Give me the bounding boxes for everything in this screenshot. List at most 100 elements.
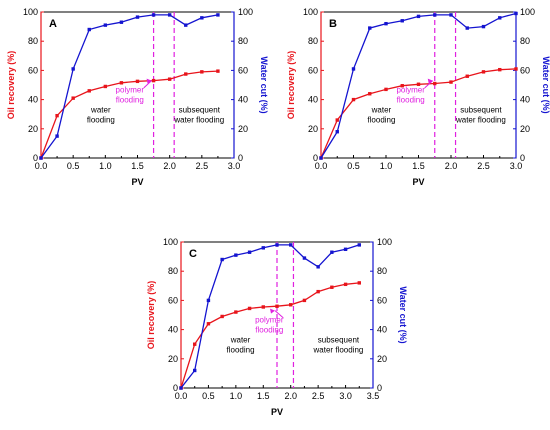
y-left-tick-label: 0 (33, 153, 38, 163)
oil-recovery-point (416, 82, 421, 86)
water-flooding-label-line1: water (90, 106, 111, 115)
water-cut-point (514, 11, 518, 16)
y-left-tick-label: 40 (308, 95, 318, 105)
y-left-tick-label: 60 (168, 295, 178, 305)
y-right-tick-label: 40 (377, 325, 387, 335)
y-right-tick-label: 80 (520, 36, 530, 46)
y-right-axis-title: Water cut (%) (259, 56, 269, 113)
water-flooding-label-line2: flooding (227, 346, 255, 355)
x-tick-label: 0.5 (67, 161, 80, 171)
y-left-tick-label: 20 (308, 124, 318, 134)
y-right-tick-label: 100 (377, 237, 392, 247)
y-left-tick-label: 100 (163, 237, 178, 247)
x-tick-label: 2.0 (163, 161, 176, 171)
x-axis-title: PV (271, 407, 283, 417)
oil-recovery-point (275, 304, 279, 308)
oil-recovery-point (449, 80, 453, 84)
oil-recovery-point (343, 282, 348, 287)
subsequent-label-line1: subsequent (179, 106, 221, 115)
water-flooding-label-line2: flooding (87, 116, 115, 125)
oil-recovery-point (261, 305, 265, 309)
x-tick-label: 3.0 (228, 161, 241, 171)
y-right-axis-title: Water cut (%) (541, 56, 550, 113)
oil-recovery-point (206, 322, 211, 326)
polymer-arrow-head (146, 78, 152, 84)
oil-recovery-point (498, 67, 502, 72)
oil-recovery-point (335, 118, 339, 122)
water-cut-line (180, 244, 360, 389)
y-right-tick-label: 60 (520, 65, 530, 75)
y-left-tick-label: 40 (168, 325, 178, 335)
water-cut-point (103, 23, 108, 27)
y-right-tick-label: 60 (238, 65, 248, 75)
oil-recovery-point (234, 310, 238, 314)
water-cut-line (40, 14, 219, 159)
x-tick-label: 2.5 (477, 161, 490, 171)
subsequent-label-line1: subsequent (318, 336, 360, 345)
oil-recovery-point (119, 81, 124, 85)
oil-recovery-point (193, 342, 197, 346)
water-cut-point (220, 257, 224, 262)
y-right-tick-label: 20 (377, 354, 387, 364)
oil-recovery-point (330, 285, 334, 289)
oil-recovery-point (200, 70, 204, 74)
water-cut-point (319, 156, 323, 160)
water-cut-point (368, 26, 372, 30)
polymer-flooding-label-line1: polymer (255, 315, 284, 324)
y-right-tick-label: 0 (520, 153, 525, 163)
water-cut-point (261, 246, 265, 250)
water-cut-point (498, 16, 502, 20)
water-cut-point (216, 13, 220, 17)
oil-recovery-point (481, 70, 486, 74)
water-cut-point (289, 243, 293, 247)
y-left-tick-label: 80 (28, 36, 38, 46)
water-cut-point (351, 67, 356, 71)
x-tick-label: 1.0 (380, 161, 393, 171)
y-right-tick-label: 80 (238, 36, 248, 46)
y-right-tick-label: 40 (520, 95, 530, 105)
subsequent-label-line2: water flooding (455, 116, 506, 125)
x-tick-label: 3.0 (339, 391, 352, 401)
oil-recovery-point (87, 89, 91, 93)
water-cut-point (151, 13, 156, 17)
y-left-axis-title: Oil recovery (%) (146, 281, 156, 350)
chart-panel-b: 0.0 0.5 1.0 1.5 2.0 2.5 3.00204060801000204060… (286, 7, 550, 187)
y-right-tick-label: 60 (377, 295, 387, 305)
oil-recovery-point (384, 87, 388, 92)
x-tick-label: 0.5 (202, 391, 215, 401)
y-right-tick-label: 80 (377, 266, 387, 276)
water-cut-point (87, 27, 91, 32)
water-cut-point (357, 243, 361, 247)
y-right-axis-title: Water cut (%) (398, 286, 408, 343)
y-right-tick-label: 100 (520, 7, 535, 17)
polymer-flooding-label-line1: polymer (396, 85, 425, 94)
x-tick-label: 0.0 (175, 391, 188, 401)
water-cut-point (330, 250, 334, 254)
x-tick-label: 0.5 (347, 161, 360, 171)
oil-recovery-point (357, 281, 361, 285)
x-tick-label: 1.5 (412, 161, 425, 171)
water-cut-point (481, 24, 486, 29)
water-cut-point (335, 130, 339, 134)
chart-panel-c: 0.0 0.5 1.0 1.5 2.0 2.5 3.0 3.50204060801000204… (146, 237, 408, 417)
oil-recovery-point (184, 72, 188, 76)
oil-recovery-point (216, 69, 220, 73)
water-cut-point (433, 13, 437, 17)
oil-recovery-point (135, 79, 140, 84)
panel-label: B (329, 18, 337, 30)
water-cut-point (206, 298, 211, 303)
y-right-tick-label: 40 (238, 95, 248, 105)
y-left-tick-label: 20 (168, 354, 178, 364)
oil-recovery-line (40, 70, 218, 159)
oil-recovery-point (71, 96, 75, 100)
oil-recovery-point (316, 289, 320, 294)
x-tick-label: 2.5 (312, 391, 325, 401)
water-cut-point (302, 256, 307, 260)
y-right-tick-label: 0 (377, 383, 382, 393)
water-cut-point (184, 23, 188, 27)
y-left-tick-label: 80 (168, 266, 178, 276)
polymer-arrow (274, 310, 284, 319)
x-tick-label: 1.5 (257, 391, 270, 401)
x-tick-label: 1.0 (230, 391, 243, 401)
